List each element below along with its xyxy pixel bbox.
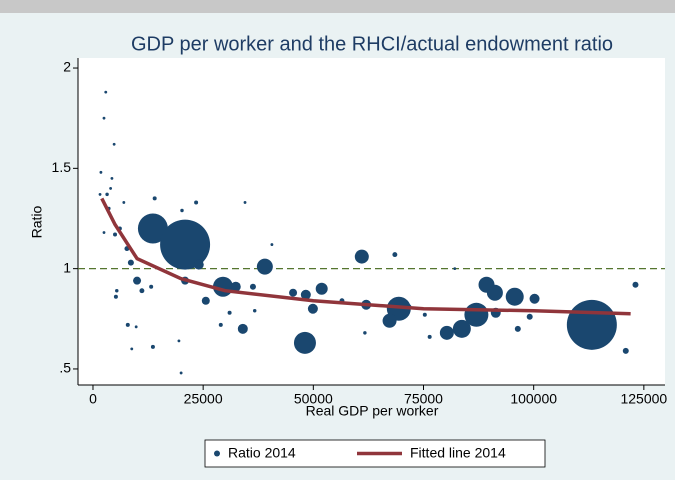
point: [133, 276, 142, 285]
point: [127, 259, 134, 266]
point: [104, 90, 108, 94]
point: [102, 231, 106, 234]
point: [486, 284, 503, 301]
point: [514, 325, 521, 332]
point: [392, 252, 398, 258]
point: [137, 213, 168, 244]
point: [98, 193, 102, 196]
point: [227, 310, 232, 315]
point: [300, 289, 311, 300]
point: [566, 299, 617, 350]
point: [193, 259, 204, 270]
legend-label: Fitted line 2014: [410, 445, 506, 461]
y-tick-label: 1.5: [52, 159, 72, 175]
point: [102, 116, 106, 120]
point: [464, 302, 489, 327]
point: [122, 201, 126, 204]
point: [632, 281, 639, 288]
point: [289, 288, 298, 297]
legend-label: Ratio 2014: [228, 445, 296, 461]
point: [218, 322, 223, 327]
x-axis-label: Real GDP per worker: [306, 403, 439, 419]
y-tick-label: .5: [59, 360, 71, 376]
legend-marker: [214, 450, 220, 457]
point: [382, 313, 397, 328]
point: [139, 288, 145, 294]
x-tick-label: 125000: [620, 391, 667, 407]
point: [160, 219, 211, 270]
x-tick-label: 25000: [184, 391, 223, 407]
point: [113, 232, 118, 237]
y-tick-label: 1: [63, 259, 71, 275]
point: [149, 284, 154, 289]
point: [354, 249, 369, 264]
y-axis-label: Ratio: [29, 205, 45, 238]
point: [194, 200, 199, 205]
x-tick-label: 100000: [510, 391, 557, 407]
point: [252, 309, 257, 313]
point: [315, 282, 328, 295]
point: [427, 334, 432, 339]
point: [230, 281, 241, 292]
point: [249, 283, 256, 290]
y-tick-label: 2: [63, 59, 71, 75]
point: [180, 208, 184, 213]
point: [201, 296, 210, 305]
point: [99, 170, 103, 174]
point: [363, 331, 367, 335]
point: [256, 258, 273, 275]
point: [105, 192, 109, 197]
point: [109, 186, 113, 190]
point: [112, 142, 116, 146]
point: [270, 243, 274, 246]
point: [150, 344, 155, 349]
point: [130, 347, 134, 351]
point: [526, 313, 533, 320]
point: [529, 293, 540, 304]
x-tick-label: 75000: [404, 391, 443, 407]
chart-title: GDP per worker and the RHCI/actual endow…: [131, 33, 613, 55]
point: [115, 288, 119, 293]
point: [110, 176, 114, 180]
point: [134, 325, 138, 329]
point: [177, 339, 181, 343]
fitted-line: [100, 197, 631, 316]
point: [439, 325, 454, 340]
x-tick-label: 50000: [294, 391, 333, 407]
point: [179, 371, 183, 375]
point: [125, 322, 130, 327]
point: [422, 312, 427, 317]
point: [453, 267, 457, 271]
point: [307, 303, 318, 314]
point: [237, 323, 248, 334]
point: [505, 287, 524, 306]
point: [113, 294, 118, 299]
point: [243, 201, 247, 204]
point: [452, 319, 471, 338]
x-tick-label: 0: [89, 391, 97, 407]
point: [293, 331, 316, 354]
point: [152, 196, 157, 201]
point: [622, 347, 629, 354]
top-strip: [0, 0, 675, 13]
